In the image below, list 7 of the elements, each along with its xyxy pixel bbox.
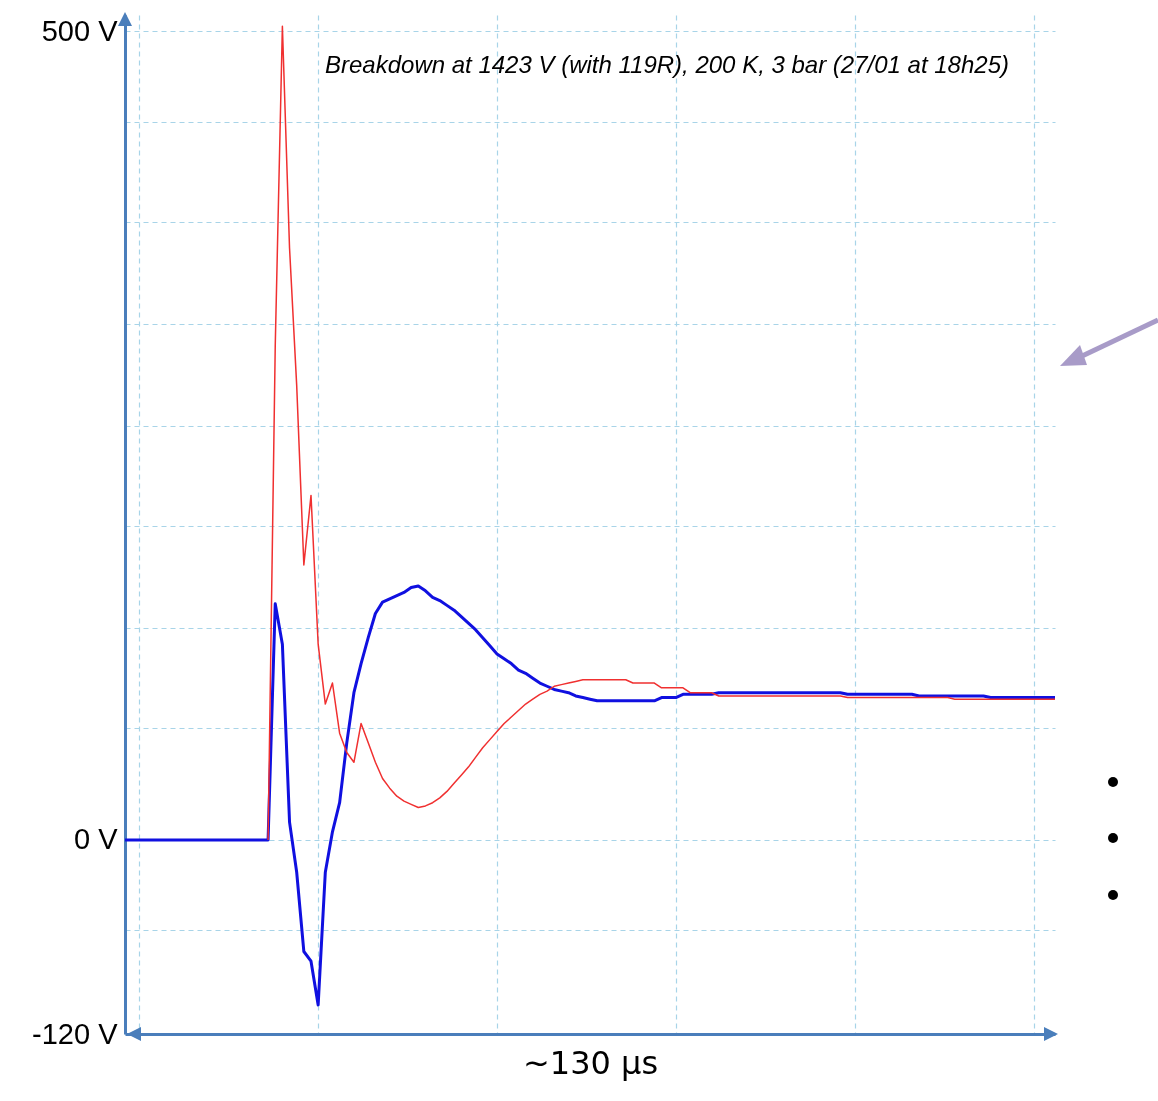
y-tick-label: -120 V	[32, 1017, 119, 1050]
x-axis-title: ~130 µs	[522, 1043, 659, 1082]
y-tick-label: 0 V	[73, 823, 119, 856]
line-series	[123, 584, 1057, 1007]
y-tick-label: 500 V	[41, 14, 119, 47]
annotation: Breakdown at 1423 V (with 119R), 200 K, 3 bar (27/01 at 18h25)	[325, 51, 1009, 78]
line-series	[267, 25, 1056, 841]
